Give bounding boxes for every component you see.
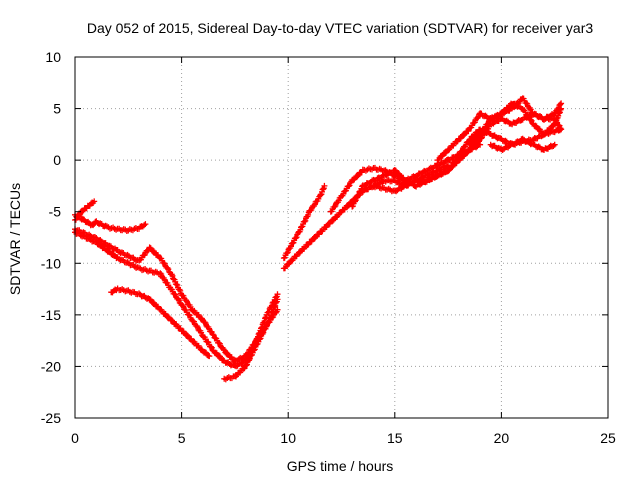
data-series bbox=[455, 100, 565, 164]
data-series bbox=[280, 182, 328, 262]
plot-frame bbox=[74, 56, 609, 419]
series-layer bbox=[72, 95, 565, 383]
series-point-markers bbox=[221, 296, 281, 383]
data-series bbox=[108, 285, 213, 360]
series-point-markers bbox=[455, 100, 565, 164]
y-tick-label: 0 bbox=[53, 152, 61, 168]
y-tick-labels: -25 -20 -15 -10 -5 0 5 10 bbox=[41, 49, 61, 426]
x-tick-label: 10 bbox=[280, 430, 296, 446]
x-tick-labels: 0 5 10 15 20 25 bbox=[71, 430, 616, 446]
x-tick-label: 15 bbox=[387, 430, 403, 446]
x-tick-label: 25 bbox=[600, 430, 616, 446]
plot-border bbox=[74, 56, 609, 419]
y-axis-label: SDTVAR / TECUs bbox=[7, 183, 23, 295]
y-tick-label: 5 bbox=[53, 101, 61, 117]
data-series bbox=[434, 100, 565, 164]
x-tick-label: 20 bbox=[494, 430, 510, 446]
y-tick-label: -10 bbox=[41, 255, 61, 271]
y-tick-label: -15 bbox=[41, 307, 61, 323]
y-tick-label: -5 bbox=[49, 204, 62, 220]
y-tick-label: -25 bbox=[41, 410, 61, 426]
y-tick-label: -20 bbox=[41, 358, 61, 374]
data-series bbox=[487, 135, 558, 153]
y-tick-label: 10 bbox=[45, 49, 61, 65]
series-point-markers bbox=[108, 285, 213, 360]
grid-lines bbox=[75, 57, 608, 418]
data-series bbox=[221, 296, 281, 383]
x-tick-label: 5 bbox=[178, 430, 186, 446]
series-point-markers bbox=[487, 135, 558, 153]
x-axis-label: GPS time / hours bbox=[287, 458, 394, 474]
x-tick-label: 0 bbox=[71, 430, 79, 446]
series-point-markers bbox=[434, 100, 565, 164]
series-point-markers bbox=[280, 182, 328, 262]
chart-title: Day 052 of 2015, Sidereal Day-to-day VTE… bbox=[87, 20, 593, 36]
